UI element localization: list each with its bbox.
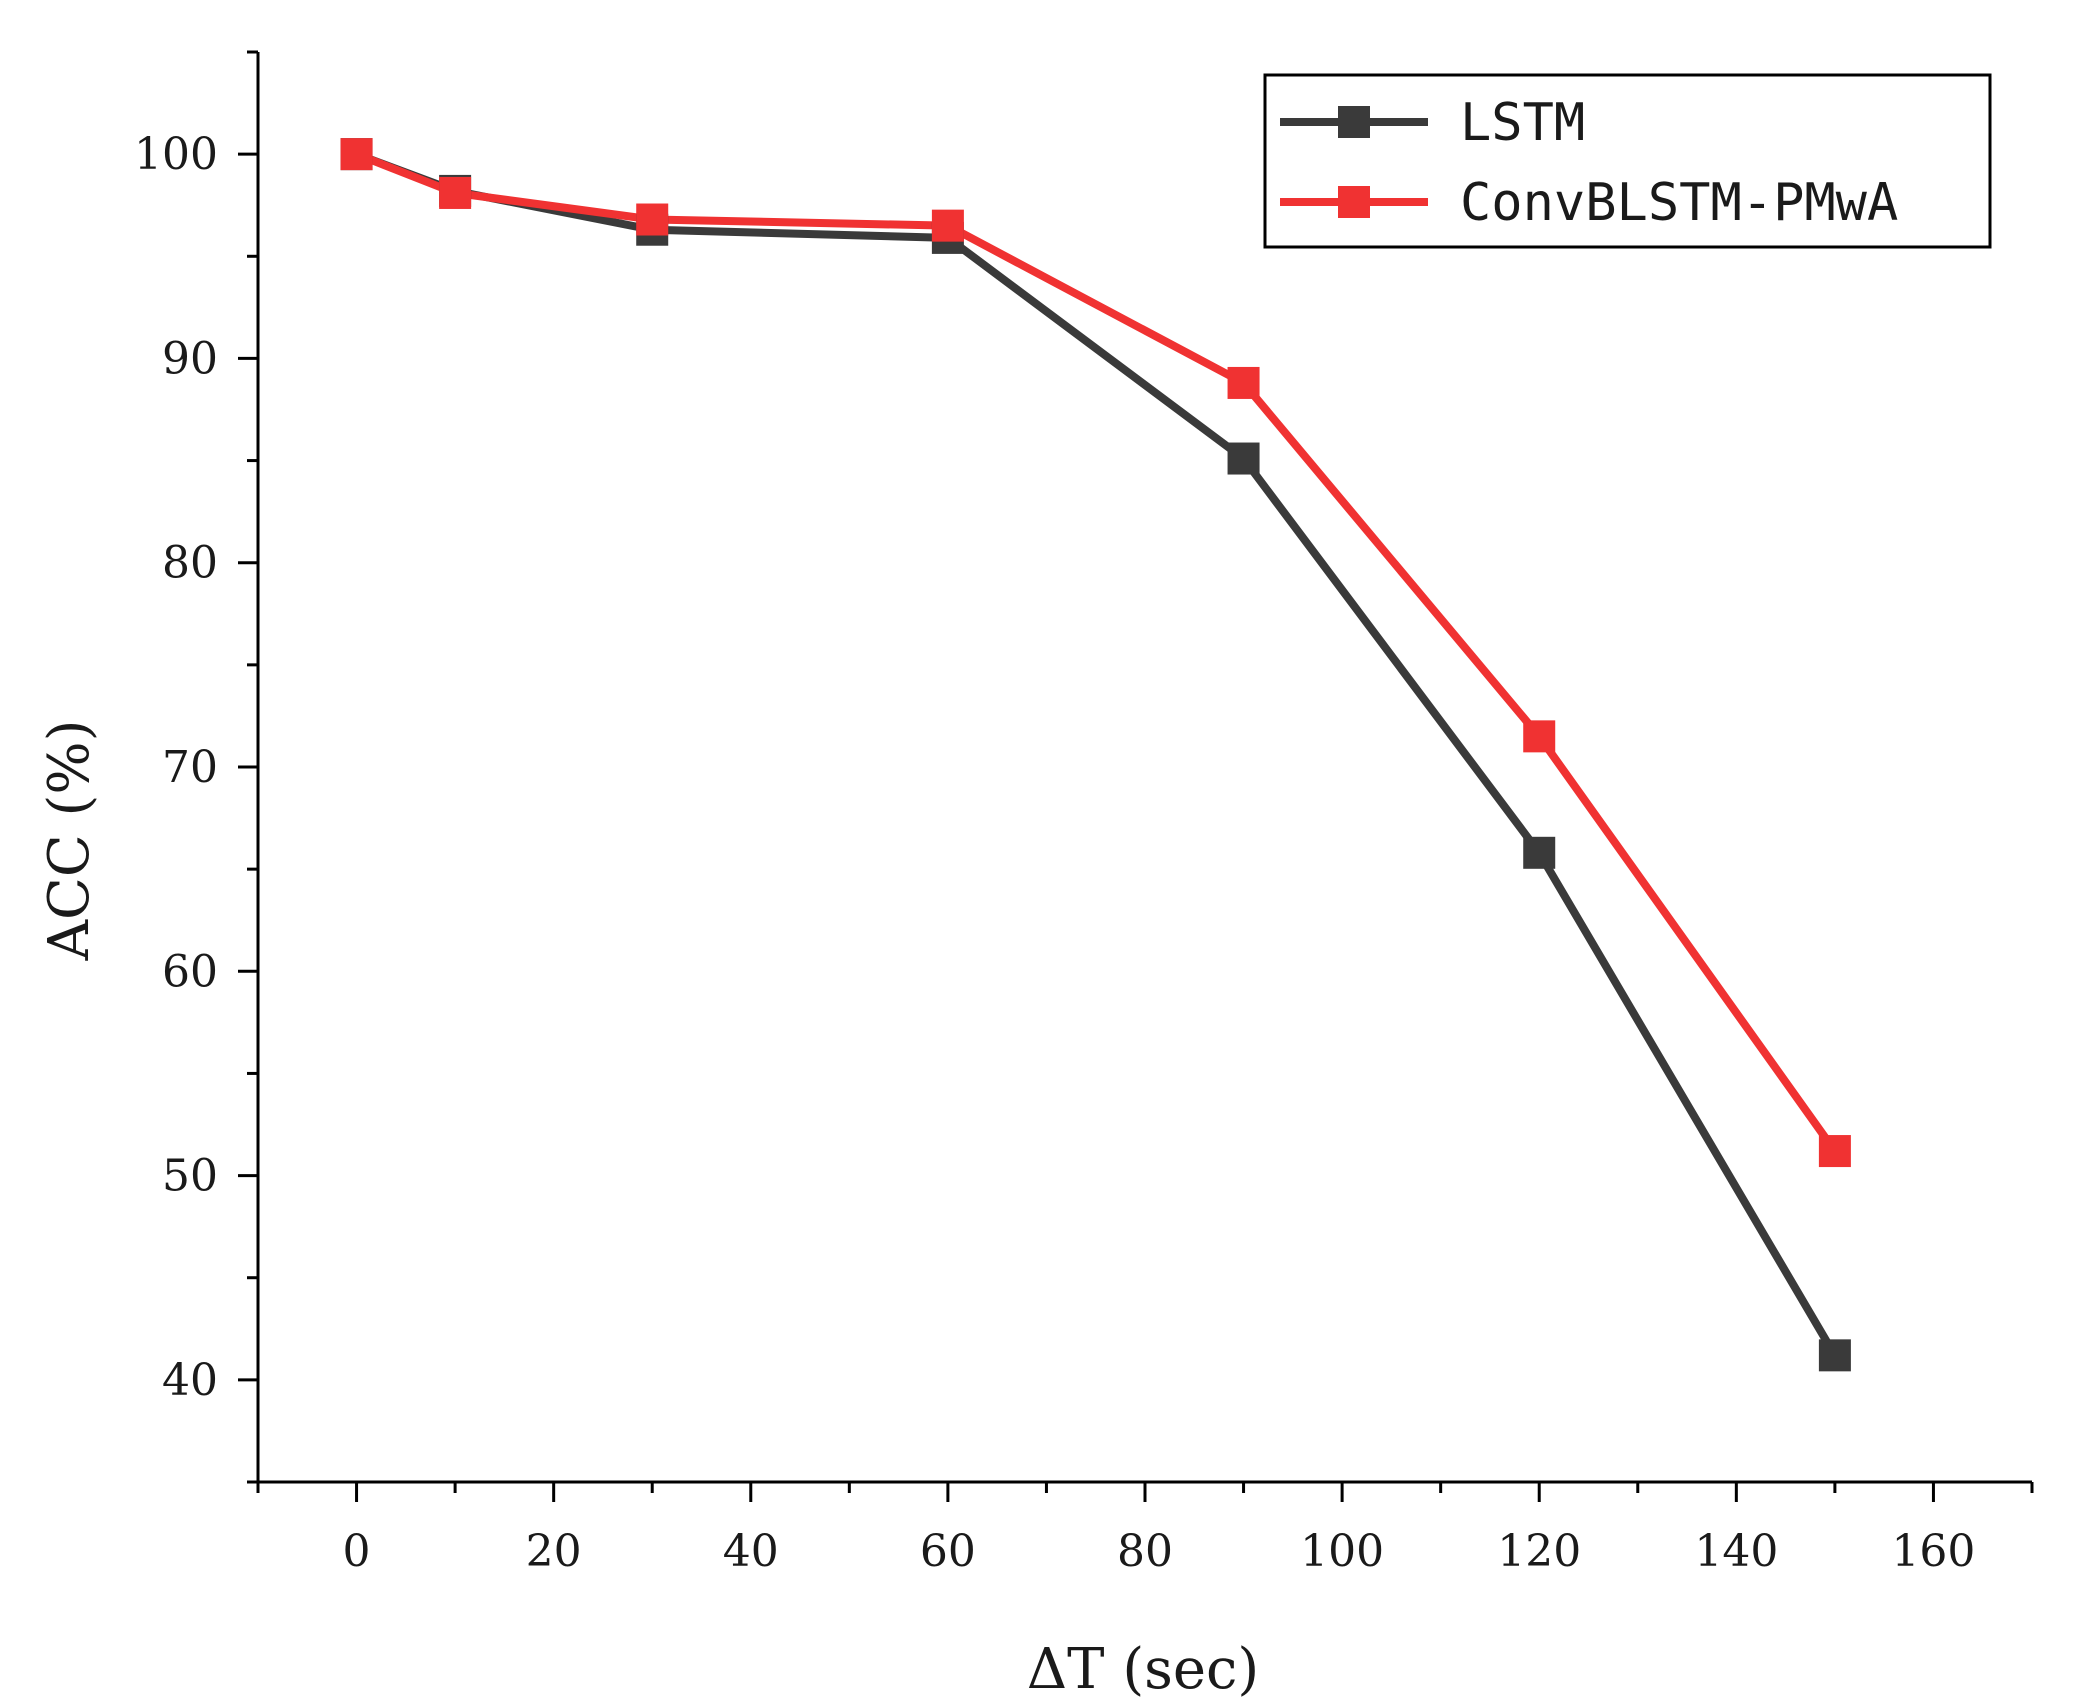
y-ticks: 40 50 60 70 80 90 100 [134,50,258,1484]
y-tick-label: 100 [134,129,218,180]
data-point-convblstm-pmwa [1227,366,1260,399]
series-line-convblstm-pmwa [355,150,1839,1154]
x-tick-label: 120 [1497,1526,1581,1577]
data-point-convblstm-pmwa [340,138,373,171]
legend-marker-lstm [1338,106,1370,138]
series-lines [355,150,1839,1358]
data-point-convblstm-pmwa [1818,1135,1851,1168]
y-axis-label: ACC (%) [37,720,102,962]
x-tick-label: 160 [1891,1526,1975,1577]
data-point-convblstm-pmwa [636,203,669,236]
x-tick-label: 0 [343,1526,371,1577]
data-point-convblstm-pmwa [1523,720,1556,753]
data-point-convblstm-pmwa [439,176,472,209]
x-tick-label: 40 [723,1526,779,1577]
y-tick-label: 50 [162,1151,218,1202]
series-line-lstm [355,150,1839,1358]
x-tick-label: 20 [526,1526,582,1577]
x-ticks: 0 20 40 60 80 100 120 140 160 [256,1482,2034,1577]
data-point-convblstm-pmwa [931,209,964,242]
y-tick-label: 40 [162,1355,218,1406]
series-markers [340,138,1851,1372]
axes [256,52,2032,1484]
y-tick-label: 70 [162,742,218,793]
x-tick-label: 100 [1300,1526,1384,1577]
x-tick-label: 140 [1694,1526,1778,1577]
y-tick-label: 60 [162,946,218,997]
y-tick-label: 90 [162,333,218,384]
x-tick-label: 80 [1117,1526,1173,1577]
data-point-lstm [1818,1339,1851,1372]
data-point-lstm [1523,836,1556,869]
y-tick-label: 80 [162,538,218,589]
x-axis-label: ΔT (sec) [1027,1637,1260,1702]
data-point-lstm [1227,442,1260,475]
legend-label-convblstm: ConvBLSTM-PMwA [1460,173,1898,233]
legend-label-lstm: LSTM [1460,93,1585,153]
legend-marker-convblstm [1338,186,1370,218]
legend: LSTM ConvBLSTM-PMwA [1263,73,1992,249]
x-tick-label: 60 [920,1526,976,1577]
legend-box [1263,73,1992,249]
